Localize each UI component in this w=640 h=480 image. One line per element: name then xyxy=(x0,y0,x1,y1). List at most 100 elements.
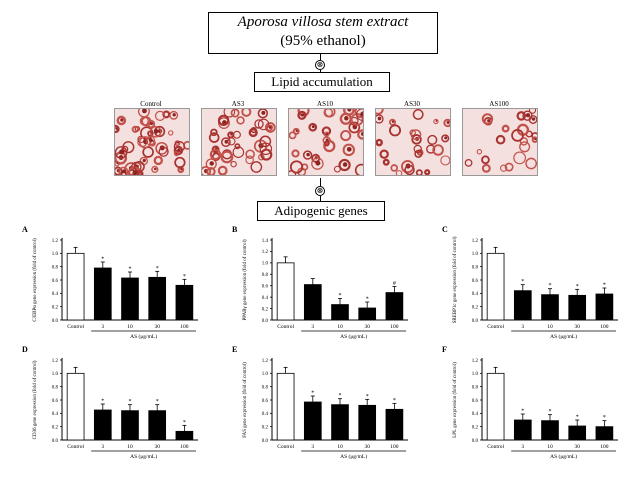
y-tick-label: 1.2 xyxy=(262,359,269,364)
x-tick-label: 3 xyxy=(521,324,524,330)
significance-mark: * xyxy=(129,399,132,405)
bar-30 xyxy=(568,294,587,321)
y-tick-label: 0.8 xyxy=(472,265,479,270)
bar-3 xyxy=(93,267,112,321)
significance-mark: * xyxy=(603,415,606,421)
y-tick-label: 0.0 xyxy=(472,319,479,324)
significance-mark: * xyxy=(129,267,132,273)
x-tick-label: 30 xyxy=(364,444,370,450)
lipid-accumulation-box: Lipid accumulation xyxy=(254,72,390,92)
x-tick-label: 100 xyxy=(180,444,189,450)
x-tick-label: 10 xyxy=(547,324,553,330)
x-tick-label: 30 xyxy=(364,324,370,330)
bar-control xyxy=(486,372,505,441)
significance-mark: * xyxy=(549,283,552,289)
extract-title-line2: (95% ethanol) xyxy=(280,33,366,49)
y-axis-label: CD36 gene expression (fold of control) xyxy=(33,360,38,439)
micrograph-label: AS30 xyxy=(404,100,420,108)
y-tick-label: 0.8 xyxy=(472,385,479,390)
y-tick-label: 0.4 xyxy=(262,296,269,301)
x-axis-label: AS (μg/mL) xyxy=(550,453,577,460)
y-tick-label: 1.2 xyxy=(52,359,59,364)
panel-letter: A xyxy=(22,225,28,234)
micrograph-image xyxy=(114,108,190,176)
bar-100 xyxy=(175,284,194,321)
extract-title-line1: Aporosa villosa stem extract xyxy=(237,14,409,30)
bar-30 xyxy=(358,404,377,441)
significance-mark: * xyxy=(156,266,159,272)
bar-10 xyxy=(331,304,349,321)
y-tick-label: 0.4 xyxy=(52,292,59,297)
y-tick-label: 0.4 xyxy=(262,412,269,417)
x-tick-label: 100 xyxy=(390,324,399,330)
bar-control xyxy=(66,372,85,441)
bar-control xyxy=(276,372,295,441)
x-tick-label: 30 xyxy=(154,324,160,330)
micrograph-image xyxy=(201,108,277,176)
y-tick-label: 1.0 xyxy=(262,372,269,377)
x-tick-label: 10 xyxy=(337,324,343,330)
bar-10 xyxy=(331,404,349,441)
panel-letter: C xyxy=(442,225,448,234)
x-tick-label: 30 xyxy=(574,444,580,450)
y-tick-label: 0.4 xyxy=(472,292,479,297)
significance-mark: * xyxy=(576,415,579,421)
x-axis-label: AS (μg/mL) xyxy=(550,333,577,340)
x-tick-label: Control xyxy=(487,324,504,330)
y-tick-label: 0.2 xyxy=(262,307,269,312)
x-tick-label: 10 xyxy=(127,444,133,450)
connector-line xyxy=(320,53,321,60)
chart-panel-f: F LPL gene expression (fold of control) 0.… xyxy=(442,345,618,460)
x-tick-label: 30 xyxy=(574,324,580,330)
y-tick-label: 0.0 xyxy=(262,439,269,444)
significance-mark: * xyxy=(521,279,524,285)
significance-mark: * xyxy=(393,398,396,404)
y-tick-label: 1.2 xyxy=(472,239,479,244)
x-tick-label: 3 xyxy=(101,444,104,450)
adipogenic-genes-box: Adipogenic genes xyxy=(257,201,385,221)
significance-mark: * xyxy=(339,393,342,399)
y-tick-label: 1.0 xyxy=(262,262,269,267)
bar-3 xyxy=(303,401,322,441)
micrograph-image xyxy=(375,108,451,176)
y-tick-label: 0.6 xyxy=(262,285,269,290)
chart-panel-b: B PPARγ gene expression (fold of control)… xyxy=(232,225,408,340)
y-axis-label: SREBP1c gene expression (fold of control… xyxy=(453,236,458,323)
x-tick-label: 3 xyxy=(521,444,524,450)
x-tick-label: 3 xyxy=(311,324,314,330)
significance-mark: * xyxy=(311,391,314,397)
y-tick-label: 0.8 xyxy=(52,385,59,390)
bar-control xyxy=(276,262,295,321)
significance-mark: * xyxy=(366,394,369,400)
bar-control xyxy=(486,252,505,321)
y-tick-label: 0.8 xyxy=(262,385,269,390)
x-tick-label: 100 xyxy=(600,444,609,450)
connector-line xyxy=(320,196,321,201)
panel-letter: E xyxy=(232,345,237,354)
y-tick-label: 1.2 xyxy=(52,239,59,244)
x-tick-label: Control xyxy=(487,444,504,450)
y-tick-label: 1.0 xyxy=(52,252,59,257)
micrograph-label: AS10 xyxy=(317,100,333,108)
bar-10 xyxy=(121,410,139,441)
significance-mark: * xyxy=(339,293,342,299)
connector-line xyxy=(320,178,321,186)
bar-3 xyxy=(513,290,532,321)
y-tick-label: 0.6 xyxy=(262,399,269,404)
y-tick-label: 0.8 xyxy=(262,273,269,278)
bar-10 xyxy=(541,420,559,441)
y-tick-label: 0.8 xyxy=(52,265,59,270)
y-axis-label: LPL gene expression (fold of control) xyxy=(453,362,458,438)
y-tick-label: 1.2 xyxy=(472,359,479,364)
panel-letter: B xyxy=(232,225,238,234)
chart-panel-d: D CD36 gene expression (fold of control) 0… xyxy=(22,345,198,460)
x-tick-label: Control xyxy=(277,324,294,330)
y-tick-label: 0.4 xyxy=(472,412,479,417)
y-tick-label: 1.2 xyxy=(262,250,269,255)
y-tick-label: 1.0 xyxy=(52,372,59,377)
y-tick-label: 0.6 xyxy=(52,279,59,284)
x-tick-label: Control xyxy=(67,324,84,330)
significance-mark: * xyxy=(156,399,159,405)
y-tick-label: 0.2 xyxy=(472,425,479,430)
bar-30 xyxy=(568,425,587,441)
